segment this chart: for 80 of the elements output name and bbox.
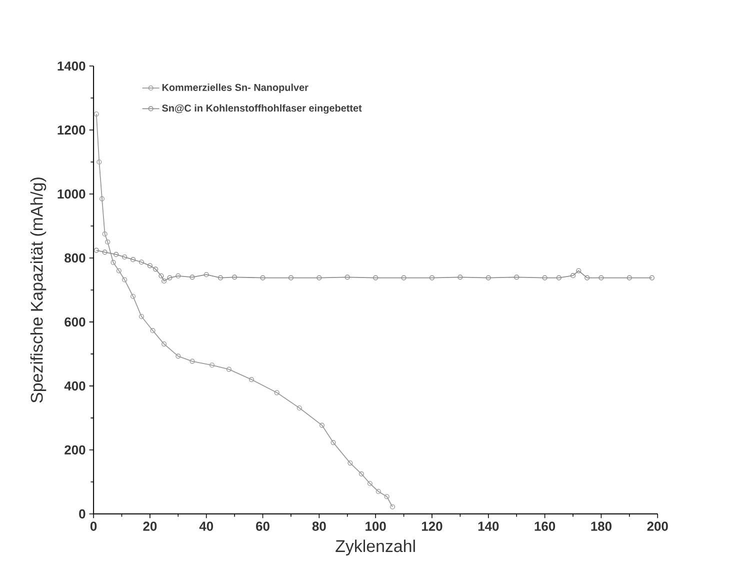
point (138, 260, 144, 265)
point (570, 273, 576, 278)
point (162, 342, 167, 347)
point (130, 257, 136, 262)
y-tick-label: 400 (64, 381, 86, 391)
point (150, 328, 156, 334)
point (122, 277, 128, 282)
y-tick-label: 1400 (58, 61, 86, 71)
point (401, 275, 406, 280)
y-tick-label: 800 (64, 253, 86, 263)
point (248, 377, 254, 382)
point (102, 250, 108, 255)
point (110, 260, 116, 266)
point (344, 274, 350, 280)
legend-label: Sn@C in Kohlenstoffhohlfaser eingebettet (162, 104, 362, 114)
y-tick-label: 0 (79, 509, 86, 519)
point (514, 274, 520, 280)
point (158, 273, 164, 278)
x-axis-title: Zyklenzahl (336, 540, 415, 556)
point (316, 275, 322, 280)
point (373, 275, 378, 280)
point (130, 294, 136, 299)
point (358, 471, 364, 476)
point (96, 159, 102, 165)
legend-label: Kommerzielles Sn- Nanopulver (162, 84, 308, 93)
point (138, 314, 144, 320)
point (330, 440, 336, 446)
y-tick-label: 600 (64, 317, 86, 327)
x-tick-label: 40 (199, 522, 214, 531)
point (167, 275, 172, 280)
x-tick-label: 80 (312, 522, 326, 531)
point (384, 494, 390, 500)
point (288, 275, 294, 280)
point (190, 274, 195, 280)
point (99, 196, 105, 202)
point (542, 275, 548, 280)
point (584, 275, 590, 280)
point (319, 422, 325, 428)
point (190, 358, 195, 364)
point (122, 254, 128, 260)
point (226, 366, 232, 372)
point (367, 480, 372, 486)
x-tick-label: 60 (256, 522, 270, 531)
point (260, 275, 266, 280)
point (556, 275, 562, 280)
x-tick-label: 200 (647, 522, 668, 531)
point (218, 275, 224, 280)
point (626, 275, 632, 280)
point (153, 266, 158, 272)
point (147, 263, 152, 268)
x-tick-label: 180 (591, 522, 612, 531)
point (176, 354, 181, 359)
point (348, 460, 353, 466)
x-tick-label: 120 (422, 522, 442, 531)
x-tick-label: 160 (534, 522, 556, 531)
point (576, 268, 582, 274)
point (296, 406, 302, 411)
point (114, 252, 119, 258)
point (486, 275, 491, 280)
y-tick-label: 1000 (58, 189, 86, 199)
point (204, 272, 209, 278)
point (458, 274, 463, 280)
x-tick-label: 100 (366, 522, 386, 531)
point (162, 278, 167, 284)
x-tick-label: 0 (90, 522, 97, 531)
point (116, 268, 122, 274)
point (105, 239, 110, 245)
point (376, 488, 381, 494)
point (232, 274, 238, 280)
y-tick-label: 1200 (58, 125, 86, 135)
point (598, 275, 604, 280)
point (429, 275, 435, 280)
y-tick-label: 200 (64, 445, 86, 455)
point (209, 362, 215, 368)
y-axis-title: Spezifische Kapazität (mAh/g) (30, 178, 46, 403)
point (176, 273, 181, 278)
point (274, 390, 280, 396)
x-tick-label: 140 (478, 522, 499, 531)
x-tick-label: 20 (143, 522, 157, 531)
point (102, 231, 108, 237)
